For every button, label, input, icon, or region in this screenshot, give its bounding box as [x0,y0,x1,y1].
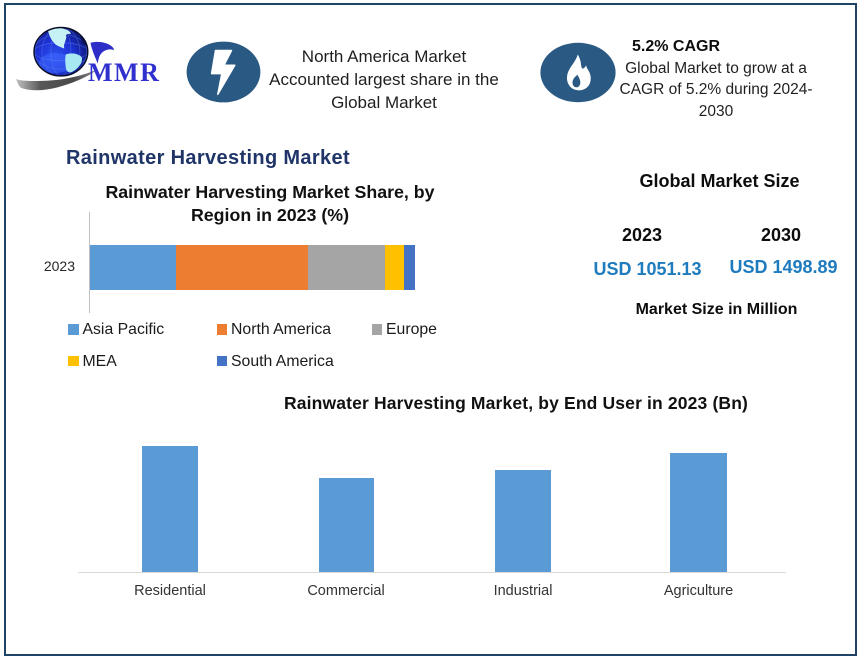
svg-text:MMR: MMR [88,58,160,87]
